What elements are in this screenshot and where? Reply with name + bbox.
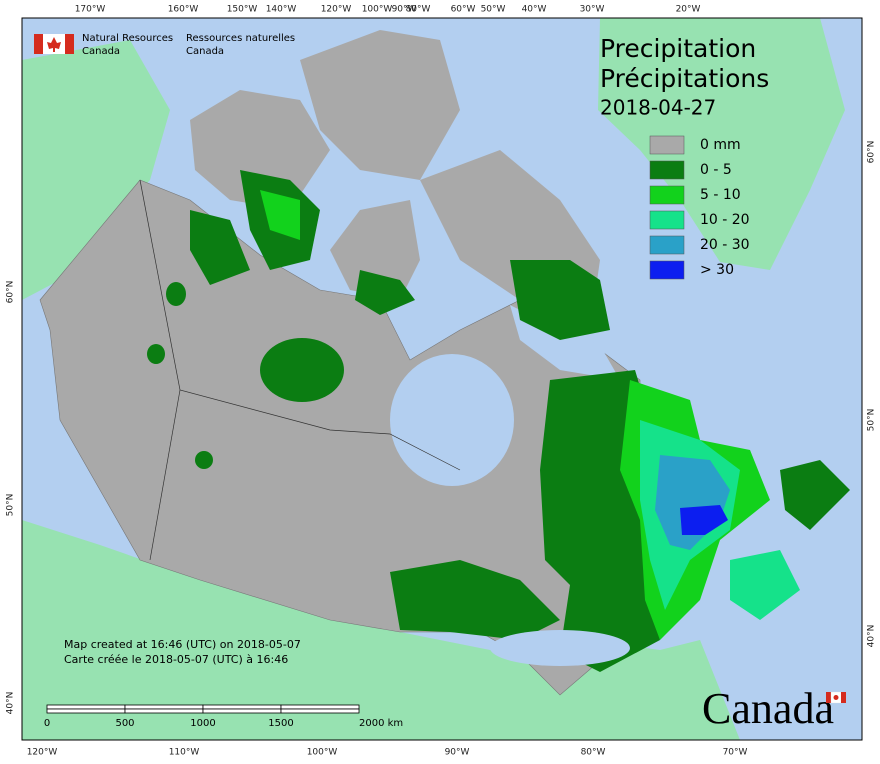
scale-segment	[280, 704, 360, 710]
graticule-label: 50°N	[6, 494, 16, 517]
scale-segment	[46, 704, 126, 710]
scale-label: 2000 km	[359, 718, 403, 729]
arctic-island	[190, 90, 330, 210]
zone-10-20	[730, 550, 800, 620]
legend-label: 0 - 5	[700, 162, 732, 178]
graticule-label: 60°W	[451, 5, 476, 15]
scale-segment	[202, 704, 282, 710]
graticule-label: 20°W	[676, 5, 701, 15]
zone-0-5	[195, 451, 213, 469]
scale-segment	[124, 704, 204, 710]
graticule-label: 150°W	[227, 5, 258, 15]
agency-fr: Ressources naturelles	[186, 33, 295, 44]
graticule-label: 120°W	[321, 5, 352, 15]
flag-bar	[841, 692, 846, 703]
graticule-label: 40°W	[522, 5, 547, 15]
alaska	[22, 40, 170, 300]
maple-leaf	[833, 695, 839, 700]
nrcan-logo	[34, 34, 74, 54]
scale-segment	[280, 708, 360, 714]
frame	[21, 17, 863, 741]
graticule-label: 90°W	[445, 748, 470, 758]
legend-label: > 30	[700, 262, 734, 278]
country-fr: Canada	[186, 46, 224, 57]
arctic-island	[330, 200, 420, 300]
zone-0-5	[780, 460, 850, 530]
flag-bar	[34, 34, 43, 54]
title-fr: Précipitations	[600, 64, 769, 93]
legend-swatch	[649, 260, 685, 280]
created-en: Map created at 16:46 (UTC) on 2018-05-07	[64, 638, 301, 651]
legend-label: 0 mm	[700, 137, 741, 153]
scale-label: 1500	[268, 718, 293, 729]
province-border	[149, 389, 181, 561]
zone-0-5	[510, 260, 610, 340]
map-body	[22, 18, 862, 740]
graticule-label: 50°N	[867, 409, 877, 432]
graticule-label: 140°W	[266, 5, 297, 15]
graticule-label: 120°W	[27, 748, 58, 758]
flag-bar	[826, 692, 831, 703]
scale-segment	[46, 708, 126, 714]
graticule-label: 90°W	[392, 5, 417, 15]
legend-swatch	[649, 160, 685, 180]
maple-leaf	[47, 37, 61, 52]
agency-en: Natural Resources	[82, 33, 173, 44]
zone-0-5	[147, 344, 165, 364]
title-en: Precipitation	[600, 34, 756, 63]
wordmark-flag	[826, 691, 846, 704]
zone-0-5	[355, 270, 415, 315]
great-lakes	[490, 630, 630, 666]
arctic-island	[300, 30, 460, 180]
graticule-label: 30°W	[580, 5, 605, 15]
graticule-label: 110°W	[169, 748, 200, 758]
hudson-bay	[390, 354, 514, 486]
scale-label: 500	[115, 718, 134, 729]
created-fr: Carte créée le 2018-05-07 (UTC) à 16:46	[64, 653, 288, 666]
graticule-label: 100°W	[362, 5, 393, 15]
scale-label: 1000	[190, 718, 215, 729]
graticule-label: 170°W	[75, 5, 106, 15]
zone-0-5	[260, 338, 344, 402]
scale-segment	[202, 708, 282, 714]
legend-swatch	[649, 135, 685, 155]
zone-5-10	[260, 190, 300, 240]
graticule-label: 60°N	[6, 281, 16, 304]
province-border	[139, 179, 461, 471]
graticule-label: 160°W	[168, 5, 199, 15]
graticule-label: 60°N	[867, 141, 877, 164]
graticule-label: 40°N	[6, 692, 16, 715]
legend-label: 20 - 30	[700, 237, 750, 253]
scale-segment	[124, 708, 204, 714]
graticule-labels: 170°W 160°W 150°W 140°W 120°W 100°W 90°W80°W 60…	[6, 5, 877, 758]
legend-swatch	[649, 210, 685, 230]
legend-swatch	[649, 185, 685, 205]
zone-over-30	[680, 505, 728, 535]
country-en: Canada	[82, 46, 120, 57]
graticule-label: 100°W	[307, 748, 338, 758]
scale-label: 0	[44, 718, 50, 729]
graticule-label: 70°W	[723, 748, 748, 758]
zone-0-5	[390, 560, 560, 640]
wordmark: Canada	[702, 684, 834, 733]
graticule-label: 50°W	[481, 5, 506, 15]
legend: 0 mm 0 - 5 5 - 10 10 - 20 20 - 30 > 30	[649, 135, 750, 280]
legend-label: 10 - 20	[700, 212, 750, 228]
graticule-label: 40°N	[867, 625, 877, 648]
flag-bar	[65, 34, 74, 54]
legend-label: 5 - 10	[700, 187, 741, 203]
greenland	[598, 18, 845, 270]
graticule-label: 80°W	[406, 5, 431, 15]
legend-swatch	[649, 235, 685, 255]
zone-0-5	[190, 210, 250, 285]
title-date: 2018-04-27	[600, 96, 716, 120]
scale-bar: 0 500 1000 1500 2000 km	[44, 704, 403, 729]
zone-0-5	[166, 282, 186, 306]
graticule-label: 80°W	[581, 748, 606, 758]
